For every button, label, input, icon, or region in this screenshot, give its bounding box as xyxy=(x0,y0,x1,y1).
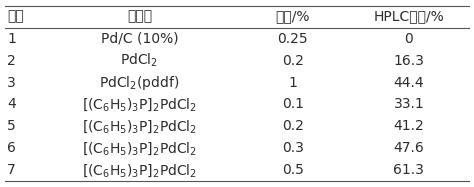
Text: 2: 2 xyxy=(7,53,16,68)
Text: 0.2: 0.2 xyxy=(282,119,304,134)
Text: 47.6: 47.6 xyxy=(393,141,424,155)
Text: 1: 1 xyxy=(288,76,297,90)
Text: [(C$_6$H$_5$)$_3$P]$_2$PdCl$_2$: [(C$_6$H$_5$)$_3$P]$_2$PdCl$_2$ xyxy=(82,96,197,113)
Text: 0: 0 xyxy=(404,32,413,46)
Text: 0.3: 0.3 xyxy=(282,141,304,155)
Text: [(C$_6$H$_5$)$_3$P]$_2$PdCl$_2$: [(C$_6$H$_5$)$_3$P]$_2$PdCl$_2$ xyxy=(82,118,197,135)
Text: 7: 7 xyxy=(7,163,16,177)
Text: 3: 3 xyxy=(7,76,16,90)
Text: 16.3: 16.3 xyxy=(393,53,424,68)
Text: 4: 4 xyxy=(7,97,16,111)
Text: PdCl$_2$: PdCl$_2$ xyxy=(120,52,158,69)
Text: 路径: 路径 xyxy=(7,10,24,24)
Text: 33.1: 33.1 xyxy=(393,97,424,111)
Text: 0.5: 0.5 xyxy=(282,163,304,177)
Text: 41.2: 41.2 xyxy=(393,119,424,134)
Text: PdCl$_2$(pddf): PdCl$_2$(pddf) xyxy=(99,73,180,91)
Text: 5: 5 xyxy=(7,119,16,134)
Text: 6: 6 xyxy=(7,141,16,155)
Text: 0.25: 0.25 xyxy=(277,32,308,46)
Text: 61.3: 61.3 xyxy=(393,163,424,177)
Text: HPLC收率/%: HPLC收率/% xyxy=(374,10,444,24)
Text: 傅化剂: 傅化剂 xyxy=(127,10,152,24)
Text: 1: 1 xyxy=(7,32,16,46)
Text: 摩尔/%: 摩尔/% xyxy=(275,10,310,24)
Text: [(C$_6$H$_5$)$_3$P]$_2$PdCl$_2$: [(C$_6$H$_5$)$_3$P]$_2$PdCl$_2$ xyxy=(82,162,197,179)
Text: 0.1: 0.1 xyxy=(282,97,304,111)
Text: 0.2: 0.2 xyxy=(282,53,304,68)
Text: 44.4: 44.4 xyxy=(393,76,424,90)
Text: [(C$_6$H$_5$)$_3$P]$_2$PdCl$_2$: [(C$_6$H$_5$)$_3$P]$_2$PdCl$_2$ xyxy=(82,140,197,157)
Text: Pd/C (10%): Pd/C (10%) xyxy=(100,32,178,46)
